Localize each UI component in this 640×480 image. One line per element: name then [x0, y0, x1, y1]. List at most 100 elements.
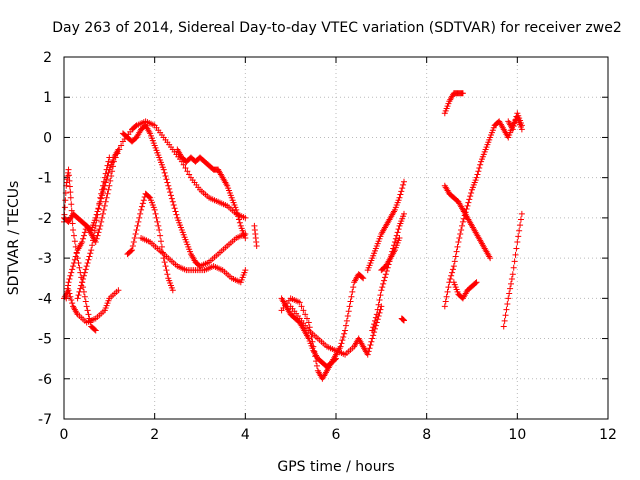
data-point-marker [160, 166, 167, 173]
y-tick-labels: -7 -6 -5 -4 -3 -2 -1 0 1 2 [38, 50, 52, 428]
data-point-marker [114, 150, 121, 157]
x-tick-label: 4 [241, 427, 250, 443]
series-track-3 [61, 146, 122, 233]
series-track-9 [174, 146, 249, 241]
data-point-marker [444, 288, 451, 295]
data-point-marker [135, 218, 142, 225]
data-point-marker [467, 193, 474, 200]
data-point-marker [340, 333, 347, 340]
data-point-marker [102, 170, 109, 177]
data-point-marker [381, 274, 388, 281]
data-point-marker [80, 235, 87, 242]
data-point-marker [88, 247, 95, 254]
series-track-10 [251, 222, 260, 250]
data-point-marker [70, 259, 77, 266]
series-track-14 [364, 178, 407, 274]
data-point-marker [465, 199, 472, 206]
data-point-marker [65, 172, 72, 179]
data-point-marker [512, 116, 519, 123]
data-point-marker [398, 188, 405, 195]
data-point-marker [459, 90, 466, 97]
data-point-marker [505, 295, 512, 302]
data-point-marker [514, 239, 521, 246]
data-point-marker [70, 263, 77, 270]
data-point-marker [242, 235, 249, 241]
data-point-marker [128, 247, 135, 254]
data-point-marker [366, 345, 373, 352]
series-track-17 [398, 315, 407, 324]
data-point-marker [109, 168, 116, 175]
data-point-marker [452, 253, 459, 260]
data-point-marker [370, 324, 377, 331]
data-point-marker [85, 311, 92, 318]
y-tick-label: 1 [43, 90, 52, 106]
data-point-marker [69, 220, 76, 227]
data-point-marker [104, 190, 111, 197]
data-point-marker [475, 168, 482, 175]
data-point-marker [342, 322, 349, 329]
data-point-marker [180, 161, 187, 168]
data-point-marker [395, 226, 402, 233]
data-point-marker [78, 282, 85, 289]
data-point-marker [67, 189, 74, 196]
data-point-marker [474, 171, 481, 178]
x-tick-label: 8 [422, 427, 431, 443]
data-point-marker [399, 185, 406, 192]
data-point-marker [162, 263, 169, 270]
y-tick-label: -3 [38, 251, 52, 267]
data-point-marker [138, 203, 145, 210]
data-point-marker [445, 284, 452, 291]
data-point-marker [68, 201, 75, 208]
data-point-marker [67, 293, 74, 300]
data-point-marker [156, 226, 163, 233]
data-point-marker [343, 317, 350, 324]
data-point-marker [391, 239, 398, 246]
data-point-marker [375, 301, 382, 308]
data-point-marker [131, 235, 138, 241]
data-point-marker [110, 158, 117, 165]
data-point-marker [169, 287, 176, 294]
data-point-marker [182, 165, 189, 172]
data-point-marker [458, 226, 465, 233]
y-tick-label: -4 [38, 291, 52, 307]
data-point-marker [512, 251, 519, 258]
data-point-marker [66, 276, 73, 283]
series-track-5 [74, 154, 113, 302]
data-point-marker [236, 219, 243, 226]
data-point-marker [71, 256, 78, 263]
data-point-marker [136, 214, 143, 221]
data-point-marker [341, 330, 348, 337]
data-point-marker [476, 165, 483, 172]
data-point-marker [65, 279, 72, 286]
data-point-marker [171, 205, 178, 212]
data-point-marker [106, 154, 113, 161]
data-point-marker [455, 239, 462, 246]
data-point-marker [359, 274, 366, 281]
data-point-marker [396, 194, 403, 201]
data-point-marker [374, 306, 381, 313]
data-point-marker [447, 276, 454, 283]
data-point-marker [104, 162, 111, 169]
data-point-marker [472, 280, 479, 287]
data-point-marker [468, 189, 475, 196]
data-point-marker [517, 222, 524, 229]
data-point-marker [339, 337, 346, 344]
data-point-marker [253, 243, 260, 250]
data-point-marker [92, 222, 99, 229]
data-point-marker [501, 317, 508, 324]
data-point-marker [508, 276, 515, 283]
data-point-marker [364, 351, 371, 358]
data-point-marker [99, 186, 106, 193]
data-point-marker [172, 208, 179, 215]
data-point-marker [62, 197, 69, 204]
data-point-marker [513, 245, 520, 252]
data-point-marker [164, 271, 171, 278]
series-track-7 [119, 122, 249, 270]
data-point-marker [350, 284, 357, 291]
series-track-8 [138, 235, 249, 286]
data-point-marker [518, 122, 525, 129]
data-point-marker [94, 211, 101, 218]
data-point-marker [242, 267, 249, 274]
data-point-marker [155, 222, 162, 229]
data-point-marker [68, 296, 75, 303]
